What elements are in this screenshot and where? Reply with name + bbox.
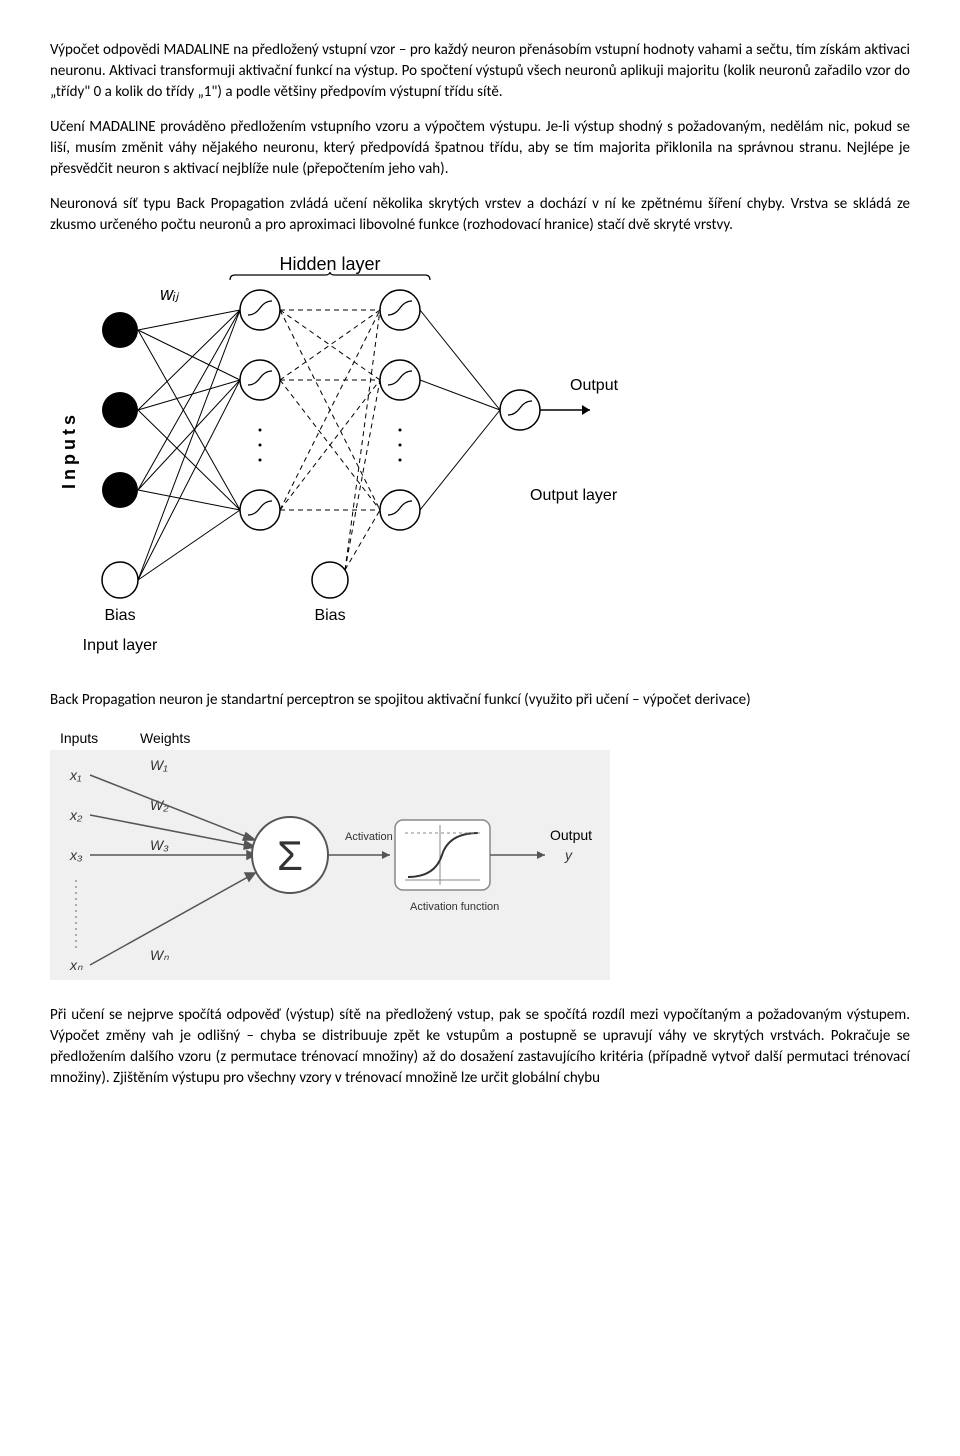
weights-header: Weights: [140, 730, 190, 746]
output-neuron: [500, 390, 540, 430]
output-label: Output: [570, 377, 619, 394]
input-node: [102, 472, 138, 508]
paragraph-madaline-learning: Učení MADALINE prováděno předložením vst…: [50, 117, 910, 180]
wn-label: Wₙ: [150, 947, 169, 963]
paragraph-bp-neuron: Back Propagation neuron je standartní pe…: [50, 690, 910, 711]
hidden-neuron: [240, 360, 280, 400]
hidden-neuron: [240, 290, 280, 330]
input-node: [102, 312, 138, 348]
output-layer-label: Output layer: [530, 487, 618, 504]
w1-label: W₁: [150, 757, 168, 773]
hidden-neuron: [380, 490, 420, 530]
connections: [138, 310, 240, 580]
connections: [420, 310, 500, 510]
x2-label: x₂: [69, 807, 83, 823]
output-label: Output: [550, 827, 592, 843]
neural-network-diagram: Hidden layer wᵢⱼ Inputs Bias Input layer: [50, 250, 650, 670]
hidden-neuron: [380, 360, 420, 400]
hidden-neuron: [380, 290, 420, 330]
x3-label: x₃: [69, 847, 83, 863]
input-layer-label: Input layer: [83, 637, 158, 654]
inputs-label: Inputs: [59, 411, 79, 489]
activation-label: Activation: [345, 831, 393, 843]
hidden-layer-label: Hidden layer: [279, 254, 380, 274]
x1-label: x₁: [69, 767, 82, 783]
perceptron-diagram: Inputs Weights x₁ x₂ x₃ xₙ W₁ W₂ W₃ Wₙ Σ…: [50, 725, 610, 985]
diagram-bg: [50, 750, 610, 980]
bias-label: Bias: [104, 607, 135, 624]
xn-label: xₙ: [69, 957, 83, 973]
paragraph-learning-process: Při učení se nejprve spočítá odpověď (vý…: [50, 1005, 910, 1089]
input-node: [102, 392, 138, 428]
connections-dashed: [280, 310, 380, 570]
bias-label: Bias: [314, 607, 345, 624]
sigma-symbol: Σ: [277, 832, 303, 879]
y-label: y: [564, 847, 573, 863]
paragraph-madaline-output: Výpočet odpovědi MADALINE na předložený …: [50, 40, 910, 103]
activation-function-label: Activation function: [410, 901, 499, 913]
inputs-header: Inputs: [60, 730, 98, 746]
bias-node: [312, 562, 348, 598]
w3-label: W₃: [150, 837, 169, 853]
bias-node: [102, 562, 138, 598]
wij-label: wᵢⱼ: [160, 284, 180, 304]
paragraph-backprop-intro: Neuronová síť typu Back Propagation zvlá…: [50, 194, 910, 236]
hidden-neuron: [240, 490, 280, 530]
